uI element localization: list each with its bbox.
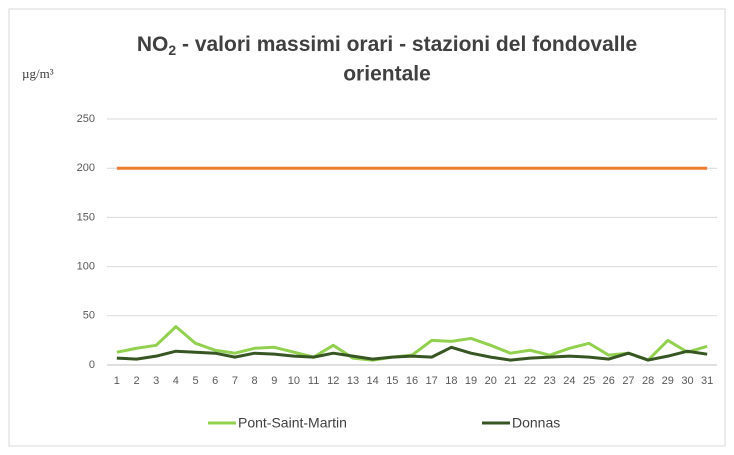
x-tick-label: 20 xyxy=(485,375,497,387)
x-tick-label: 9 xyxy=(271,375,277,387)
x-tick-label: 16 xyxy=(406,375,418,387)
y-tick-label: 150 xyxy=(77,211,95,223)
x-tick-label: 19 xyxy=(465,375,477,387)
x-tick-label: 6 xyxy=(212,375,218,387)
x-tick-label: 23 xyxy=(544,375,556,387)
x-tick-label: 25 xyxy=(583,375,595,387)
chart-frame xyxy=(8,8,726,447)
x-tick-label: 11 xyxy=(308,375,319,387)
y-tick-label: 250 xyxy=(77,113,95,125)
x-tick-label: 10 xyxy=(288,375,300,387)
y-tick-label: 50 xyxy=(83,310,95,322)
x-tick-label: 12 xyxy=(327,375,339,387)
x-tick-label: 5 xyxy=(192,375,198,387)
x-tick-label: 26 xyxy=(603,375,615,387)
x-tick-label: 31 xyxy=(701,375,713,387)
y-tick-label: 0 xyxy=(89,359,95,371)
x-tick-label: 29 xyxy=(662,375,674,387)
x-tick-label: 13 xyxy=(347,375,359,387)
chart-title: orientale xyxy=(343,63,431,86)
y-axis-label: µg/m³ xyxy=(22,66,54,81)
x-tick-label: 21 xyxy=(504,375,516,387)
x-tick-label: 8 xyxy=(252,375,258,387)
x-tick-label: 15 xyxy=(386,375,398,387)
x-tick-label: 24 xyxy=(563,375,575,387)
x-tick-label: 4 xyxy=(173,375,179,387)
x-tick-label: 18 xyxy=(445,375,457,387)
x-tick-label: 2 xyxy=(133,375,139,387)
x-tick-label: 28 xyxy=(642,375,654,387)
x-tick-label: 30 xyxy=(681,375,693,387)
x-tick-label: 7 xyxy=(232,375,238,387)
x-tick-label: 14 xyxy=(367,375,379,387)
x-tick-label: 17 xyxy=(426,375,438,387)
legend-label: Pont-Saint-Martin xyxy=(238,415,347,431)
y-tick-label: 200 xyxy=(77,162,95,174)
x-tick-label: 22 xyxy=(524,375,536,387)
x-tick-label: 27 xyxy=(622,375,634,387)
chart-title: NO2 - valori massimi orari - stazioni de… xyxy=(137,33,637,58)
x-tick-label: 1 xyxy=(114,375,120,387)
legend-label: Donnas xyxy=(512,415,560,431)
series-line xyxy=(116,345,708,362)
y-tick-label: 100 xyxy=(77,261,95,273)
x-tick-label: 3 xyxy=(153,375,159,387)
